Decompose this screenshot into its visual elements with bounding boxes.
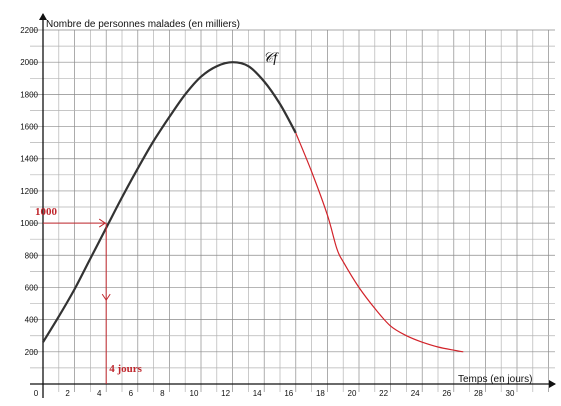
x-tick-label: 4 — [97, 389, 102, 398]
axes — [30, 13, 556, 398]
annotations: 1000 4 jours — [35, 206, 143, 384]
y-tick-label: 200 — [25, 348, 39, 357]
y-tick-label: 1800 — [20, 90, 38, 99]
y-tick-label: 1400 — [20, 155, 38, 164]
x-tick-label: 24 — [411, 389, 420, 398]
y-tick-label: 400 — [25, 316, 39, 325]
arrow-head-vertical — [101, 293, 111, 302]
x-tick-label: 22 — [379, 389, 388, 398]
tick-labels: 0 2 4 6 8 10 12 14 16 18 20 22 24 26 28 302004006008001… — [20, 26, 515, 398]
arrow-head-horizontal — [98, 218, 107, 228]
y-tick-label: 1200 — [20, 187, 38, 196]
y-tick-label: 800 — [25, 251, 39, 260]
grid-lines — [30, 29, 555, 392]
series-line-2 — [295, 132, 464, 353]
x-tick-label: 16 — [284, 389, 293, 398]
series-group — [42, 61, 464, 353]
y-tick-label: 1000 — [20, 219, 38, 228]
x-tick-label: 12 — [221, 389, 230, 398]
y-tick-label: 2000 — [20, 58, 38, 67]
x-tick-label: 0 — [34, 389, 39, 398]
curve-name-label: 𝒞f — [263, 51, 279, 66]
x-tick-label: 30 — [506, 389, 515, 398]
y-axis-label: Nombre de personnes malades (en milliers… — [46, 19, 240, 30]
y-tick-label: 1600 — [20, 123, 38, 132]
x-tick-label: 28 — [474, 389, 483, 398]
x-tick-label: 26 — [442, 389, 451, 398]
y-tick-label: 600 — [25, 283, 39, 292]
annotation-y-value: 1000 — [35, 206, 58, 218]
series-line-1 — [42, 61, 297, 343]
x-tick-label: 18 — [316, 389, 325, 398]
x-tick-label: 8 — [160, 389, 165, 398]
x-tick-label: 20 — [348, 389, 357, 398]
x-tick-label: 2 — [65, 389, 70, 398]
x-axis-label: Temps (en jours) — [458, 374, 532, 385]
x-tick-label: 10 — [190, 389, 199, 398]
y-tick-label: 2200 — [20, 26, 38, 35]
x-tick-label: 14 — [253, 389, 262, 398]
annotation-x-value: 4 jours — [109, 363, 142, 375]
x-tick-label: 6 — [129, 389, 134, 398]
